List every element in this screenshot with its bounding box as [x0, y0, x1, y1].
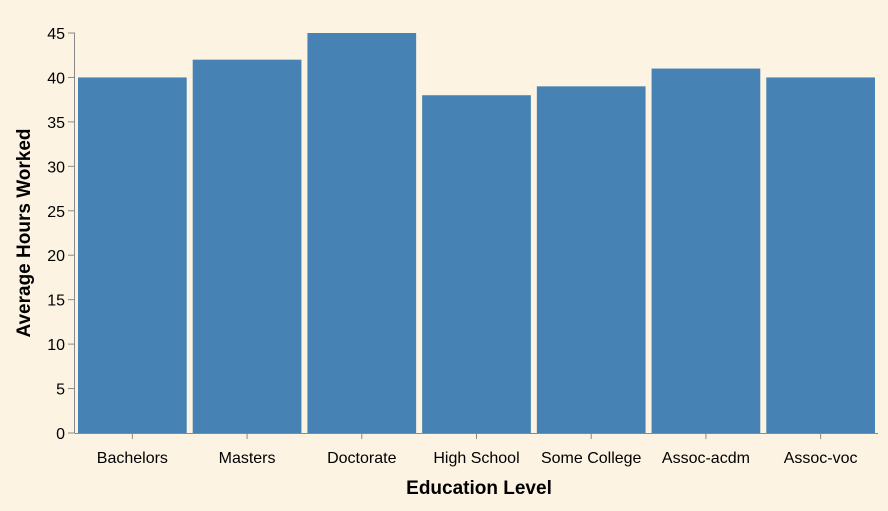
- y-tick-label: 15: [47, 293, 65, 310]
- x-tick-label: Some College: [541, 450, 642, 467]
- y-axis: 0 5 10 15 20 25 30 35 40 45: [47, 26, 75, 443]
- y-tick-label: 45: [47, 26, 65, 43]
- bar-high-school: [422, 95, 531, 433]
- bar-assoc-voc: [766, 77, 875, 433]
- y-tick-label: 5: [56, 382, 65, 399]
- bar-doctorate: [307, 33, 417, 433]
- x-tick-label: Masters: [219, 450, 276, 467]
- bar-bachelors: [78, 77, 187, 433]
- x-tick-label: Doctorate: [327, 450, 396, 467]
- x-tick-label: Bachelors: [97, 450, 168, 467]
- y-tick-label: 10: [47, 337, 65, 354]
- bar-some-college: [536, 86, 646, 433]
- x-tick-label: Assoc-acdm: [662, 450, 750, 467]
- x-tick-label: High School: [433, 450, 519, 467]
- x-axis: Bachelors Masters Doctorate High School Some…: [75, 433, 878, 467]
- y-tick-label: 40: [47, 70, 65, 87]
- x-tick-label: Assoc-voc: [784, 450, 858, 467]
- bar-masters: [192, 59, 302, 434]
- bar-assoc-acdm: [651, 68, 761, 434]
- y-tick-label: 0: [56, 426, 65, 443]
- y-tick-label: 30: [47, 159, 65, 176]
- bars-layer: [78, 33, 875, 434]
- y-tick-label: 25: [47, 204, 65, 221]
- y-tick-label: 20: [47, 248, 65, 265]
- x-axis-title: Education Level: [406, 478, 552, 499]
- y-tick-label: 35: [47, 115, 65, 132]
- y-axis-title: Average Hours Worked: [14, 128, 35, 337]
